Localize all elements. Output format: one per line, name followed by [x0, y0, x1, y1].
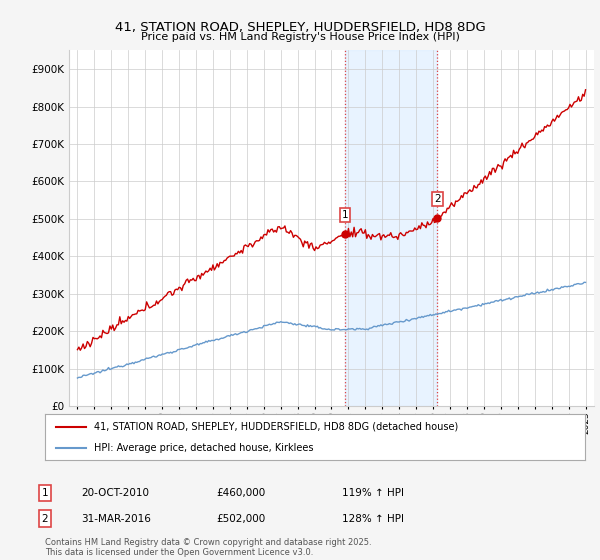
Text: 2: 2 — [41, 514, 49, 524]
Text: 31-MAR-2016: 31-MAR-2016 — [81, 514, 151, 524]
Text: Price paid vs. HM Land Registry's House Price Index (HPI): Price paid vs. HM Land Registry's House … — [140, 32, 460, 43]
Text: HPI: Average price, detached house, Kirklees: HPI: Average price, detached house, Kirk… — [94, 443, 313, 453]
Text: 119% ↑ HPI: 119% ↑ HPI — [342, 488, 404, 498]
Text: 41, STATION ROAD, SHEPLEY, HUDDERSFIELD, HD8 8DG: 41, STATION ROAD, SHEPLEY, HUDDERSFIELD,… — [115, 21, 485, 34]
Text: 1: 1 — [342, 209, 349, 220]
Text: 1: 1 — [41, 488, 49, 498]
Text: 20-OCT-2010: 20-OCT-2010 — [81, 488, 149, 498]
Bar — [345, 50, 437, 406]
Text: £502,000: £502,000 — [216, 514, 265, 524]
Text: 128% ↑ HPI: 128% ↑ HPI — [342, 514, 404, 524]
Text: £460,000: £460,000 — [216, 488, 265, 498]
Text: 2: 2 — [434, 194, 440, 204]
Text: 41, STATION ROAD, SHEPLEY, HUDDERSFIELD, HD8 8DG (detached house): 41, STATION ROAD, SHEPLEY, HUDDERSFIELD,… — [94, 422, 458, 432]
Text: Contains HM Land Registry data © Crown copyright and database right 2025.
This d: Contains HM Land Registry data © Crown c… — [45, 538, 371, 557]
